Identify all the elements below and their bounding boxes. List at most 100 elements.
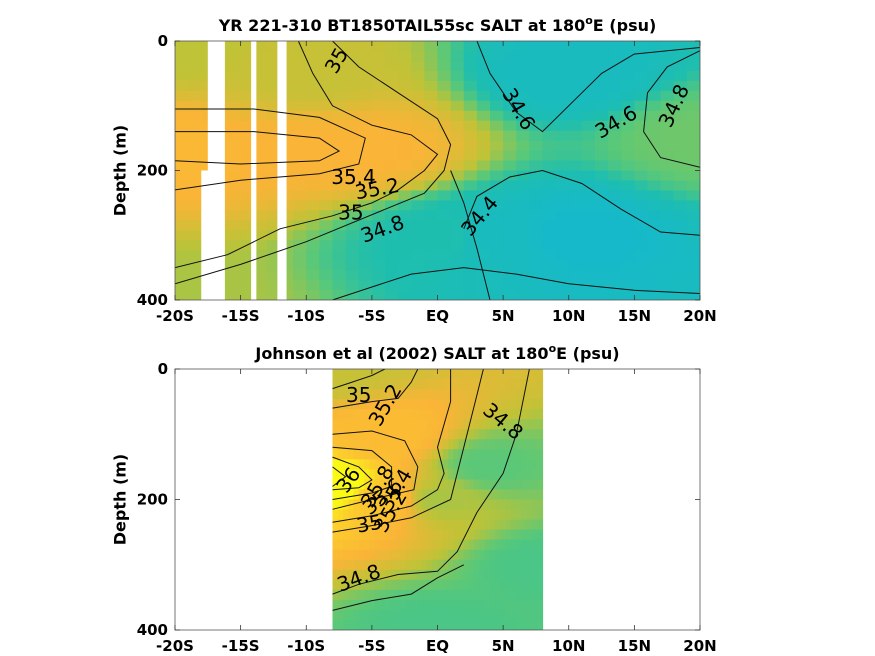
field-cell <box>516 50 530 62</box>
field-cell <box>369 519 376 531</box>
field-cell <box>188 100 202 112</box>
field-cell <box>385 130 399 142</box>
field-cell <box>568 180 583 192</box>
field-cell <box>416 389 423 400</box>
field-cell <box>511 459 517 470</box>
field-cell <box>293 120 307 132</box>
field-cell <box>358 41 373 52</box>
chart-title: Johnson et al (2002) SALT at 180oE (psu) <box>254 342 619 363</box>
field-cell <box>458 509 465 521</box>
field-cell <box>266 60 281 72</box>
contour-line <box>332 369 530 595</box>
field-cell <box>353 469 360 481</box>
field-cell <box>537 389 544 400</box>
field-cell <box>463 230 478 241</box>
field-cell <box>505 539 512 551</box>
field-cell <box>437 50 452 62</box>
field-cell <box>673 280 688 291</box>
field-cell <box>660 170 675 182</box>
field-cell <box>332 609 339 621</box>
field-cell <box>474 429 481 440</box>
field-cell <box>490 240 504 251</box>
field-cell <box>332 399 339 410</box>
field-cell <box>595 140 609 152</box>
field-cell <box>542 110 557 122</box>
field-cell <box>686 250 700 261</box>
field-cell <box>411 509 418 521</box>
field-cell <box>555 220 570 231</box>
field-cell <box>398 250 412 261</box>
field-cell <box>424 60 439 72</box>
field-cell <box>463 529 470 541</box>
field-cell <box>364 519 370 531</box>
field-cell <box>371 290 386 300</box>
field-cell <box>374 559 381 571</box>
field-cell <box>474 469 481 481</box>
field-cell <box>450 90 465 102</box>
field-cell <box>453 609 460 621</box>
field-cell <box>306 210 320 221</box>
field-cell <box>500 619 507 630</box>
field-cell <box>450 100 465 112</box>
field-cell <box>555 260 570 271</box>
field-cell <box>479 389 486 400</box>
field-cell <box>358 569 365 581</box>
field-cell <box>442 589 449 601</box>
field-cell <box>453 559 460 571</box>
field-cell <box>421 609 428 621</box>
field-cell <box>673 210 688 221</box>
field-cell <box>332 389 339 400</box>
field-cell <box>532 599 538 611</box>
field-cell <box>411 230 425 241</box>
field-cell <box>266 180 281 192</box>
field-cell <box>345 290 360 300</box>
field-cell <box>280 210 294 221</box>
field-cell <box>479 409 486 420</box>
field-cell <box>568 41 583 52</box>
field-cell <box>398 160 412 172</box>
field-cell <box>306 130 320 142</box>
field-cell <box>537 609 544 621</box>
field-cell <box>306 180 320 192</box>
field-cell <box>421 489 428 501</box>
field-cell <box>188 130 202 142</box>
field-cell <box>188 210 202 221</box>
field-cell <box>686 150 700 162</box>
field-cell <box>595 290 609 300</box>
field-cell <box>411 270 425 281</box>
field-cell <box>542 270 557 281</box>
field-cell <box>673 90 688 102</box>
field-cell <box>364 499 370 511</box>
field-cell <box>424 240 439 251</box>
field-cell <box>337 559 344 571</box>
field-cell <box>385 599 391 611</box>
field-cell <box>526 579 533 591</box>
field-cell <box>306 140 320 152</box>
field-cell <box>369 379 376 390</box>
field-cell <box>421 589 428 601</box>
field-cell <box>442 419 449 430</box>
field-cell <box>500 559 507 571</box>
field-cell <box>293 290 307 300</box>
field-cell <box>450 41 465 52</box>
field-cell <box>432 439 439 450</box>
field-cell <box>416 449 423 460</box>
field-cell <box>537 529 544 541</box>
field-cell <box>608 50 622 62</box>
field-cell <box>505 519 512 531</box>
field-cell <box>358 509 365 521</box>
field-cell <box>390 549 397 561</box>
field-cell <box>266 90 281 102</box>
field-cell <box>364 489 370 501</box>
field-cell <box>453 409 460 420</box>
field-cell <box>490 609 496 621</box>
field-cell <box>385 100 399 112</box>
field-cell <box>390 499 397 511</box>
x-tick-label: -5S <box>358 307 385 325</box>
field-cell <box>306 100 320 112</box>
field-cell <box>337 379 344 390</box>
field-cell <box>511 409 517 420</box>
field-cell <box>490 549 496 561</box>
field-cell <box>437 399 444 410</box>
field-cell <box>532 499 538 511</box>
